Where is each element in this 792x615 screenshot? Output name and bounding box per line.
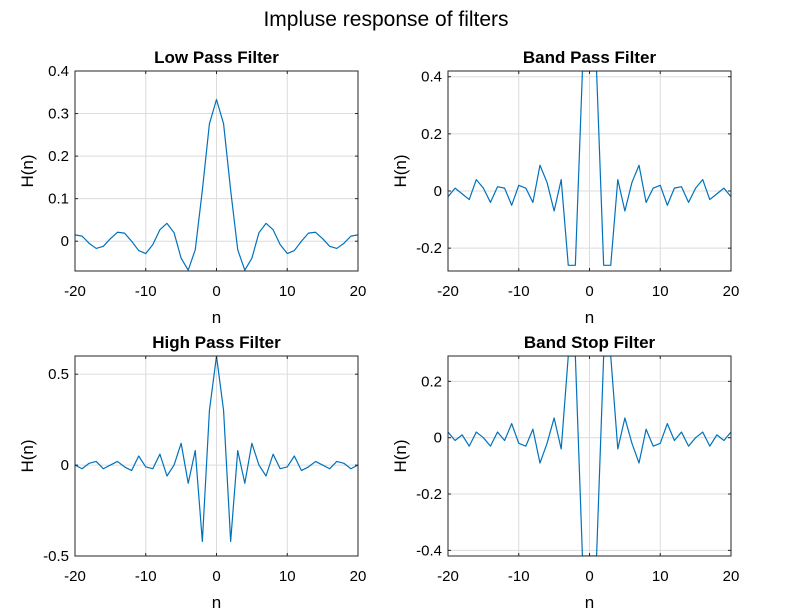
ytick-label-0: -0.5 [43, 548, 69, 565]
ylabel-lowpass: H(n) [18, 154, 37, 187]
axes-root: -20 -10 0 10 20 0 0.1 0.2 0.3 0.4 Low Pass Filter n… [18, 48, 739, 612]
ytick-label-1: 0 [434, 183, 442, 200]
figure-title: Impluse response of filters [263, 8, 508, 31]
xtick-label-1: -10 [135, 283, 157, 300]
xtick-label-0: -20 [437, 568, 459, 585]
xtick-label-1: -10 [508, 283, 530, 300]
xtick-label-2: 0 [212, 283, 220, 300]
ytick-label-4: 0.4 [48, 63, 69, 80]
xtick-label-0: -20 [64, 568, 86, 585]
xtick-label-3: 10 [279, 283, 296, 300]
axes-bandstop: -20 -10 0 10 20 -0.4 -0.2 0 0.2 Band Stop Filter n… [391, 333, 739, 612]
axes-highpass: -20 -10 0 10 20 -0.5 0 0.5 High Pass Filter n H(n) [18, 333, 366, 612]
xlabel-bandpass: n [585, 308, 594, 327]
ytick-label-1: 0 [61, 457, 69, 474]
axes-title-bandstop: Band Stop Filter [524, 333, 656, 352]
ylabel-bandstop: H(n) [391, 439, 410, 472]
ytick-label-3: 0.2 [421, 373, 442, 390]
axes-lowpass: -20 -10 0 10 20 0 0.1 0.2 0.3 0.4 Low Pass Filter n… [18, 48, 366, 327]
ytick-label-0: -0.2 [416, 240, 442, 257]
ylabel-bandpass: H(n) [391, 154, 410, 187]
xtick-label-0: -20 [437, 283, 459, 300]
xlabel-lowpass: n [212, 308, 221, 327]
ytick-label-0: -0.4 [416, 542, 442, 559]
ylabel-highpass: H(n) [18, 439, 37, 472]
xtick-label-4: 20 [723, 568, 740, 585]
series-line-highpass [75, 356, 358, 543]
xtick-label-3: 10 [652, 568, 669, 585]
ytick-label-0: 0 [61, 233, 69, 250]
xtick-label-3: 10 [279, 568, 296, 585]
xtick-label-0: -20 [64, 283, 86, 300]
xlabel-highpass: n [212, 593, 221, 612]
ytick-label-2: 0.2 [421, 126, 442, 143]
xtick-label-4: 20 [350, 283, 367, 300]
ytick-label-3: 0.3 [48, 106, 69, 123]
series-line-lowpass [75, 98, 358, 271]
ytick-label-1: 0.1 [48, 191, 69, 208]
ytick-label-3: 0.4 [421, 69, 442, 86]
series-line-bandstop [448, 356, 731, 556]
xtick-label-4: 20 [723, 283, 740, 300]
ytick-label-2: 0.5 [48, 366, 69, 383]
xtick-label-3: 10 [652, 283, 669, 300]
xtick-label-2: 0 [585, 568, 593, 585]
axes-title-bandpass: Band Pass Filter [523, 48, 657, 67]
xtick-label-1: -10 [508, 568, 530, 585]
xtick-label-2: 0 [212, 568, 220, 585]
ytick-label-2: 0 [434, 430, 442, 447]
ytick-label-1: -0.2 [416, 486, 442, 503]
xtick-label-1: -10 [135, 568, 157, 585]
xlabel-bandstop: n [585, 593, 594, 612]
axes-title-highpass: High Pass Filter [152, 333, 281, 352]
axes-bandpass: -20 -10 0 10 20 -0.2 0 0.2 0.4 Band Pass Filter n H… [391, 48, 739, 327]
series-line-bandpass [448, 71, 731, 266]
xtick-label-4: 20 [350, 568, 367, 585]
axes-title-lowpass: Low Pass Filter [154, 48, 279, 67]
ytick-label-2: 0.2 [48, 148, 69, 165]
xtick-label-2: 0 [585, 283, 593, 300]
